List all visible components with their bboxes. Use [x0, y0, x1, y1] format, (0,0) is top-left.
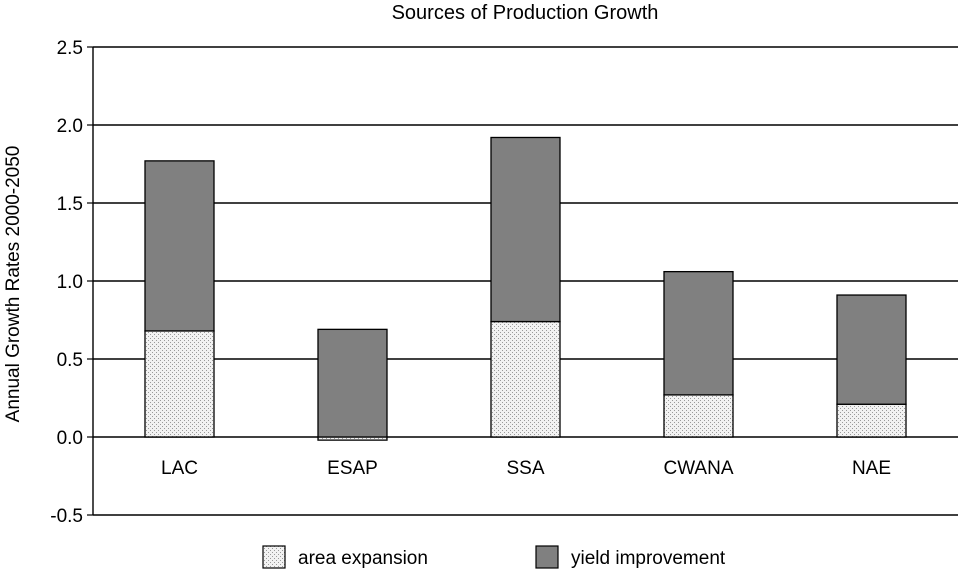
axes [87, 46, 94, 516]
legend-swatch-area-expansion [262, 545, 286, 569]
y-tick-label: 2.0 [57, 116, 83, 137]
x-tick-label: NAE [852, 458, 891, 479]
bar-area-expansion-ssa [490, 320, 561, 438]
bar-yield-improvement-nae [836, 294, 907, 405]
bar-area-expansion-cwana [663, 394, 734, 438]
legend: area expansion yield improvement [262, 545, 726, 569]
bar-area-expansion-lac [144, 330, 215, 438]
chart-title: Sources of Production Growth [392, 2, 659, 24]
y-tick-label: 1.5 [57, 194, 83, 215]
legend-swatch-yield-improvement [535, 545, 559, 569]
bar-yield-improvement-ssa [490, 136, 561, 323]
bar-area-expansion-nae [836, 403, 907, 438]
bar-yield-improvement-cwana [663, 270, 734, 396]
bar-yield-improvement-lac [144, 160, 215, 332]
bars [144, 136, 907, 441]
x-tick-label: CWANA [663, 458, 733, 479]
x-tick-label: SSA [506, 458, 544, 479]
y-axis-label: Annual Growth Rates 2000-2050 [3, 146, 24, 423]
x-tick-labels: LAC ESAP SSA CWANA NAE [161, 458, 891, 479]
x-tick-label: LAC [161, 458, 198, 479]
y-tick-label: 2.5 [57, 38, 83, 59]
x-tick-label: ESAP [327, 458, 378, 479]
y-tick-label: 0.5 [57, 350, 83, 371]
y-tick-label: -0.5 [50, 506, 83, 527]
bar-yield-improvement-esap [317, 328, 388, 438]
legend-label-yield-improvement: yield improvement [571, 548, 726, 569]
y-tick-labels: -0.5 0.0 0.5 1.0 1.5 2.0 2.5 [50, 38, 83, 527]
y-tick-label: 1.0 [57, 272, 83, 293]
y-tick-label: 0.0 [57, 428, 83, 449]
legend-label-area-expansion: area expansion [298, 548, 428, 569]
